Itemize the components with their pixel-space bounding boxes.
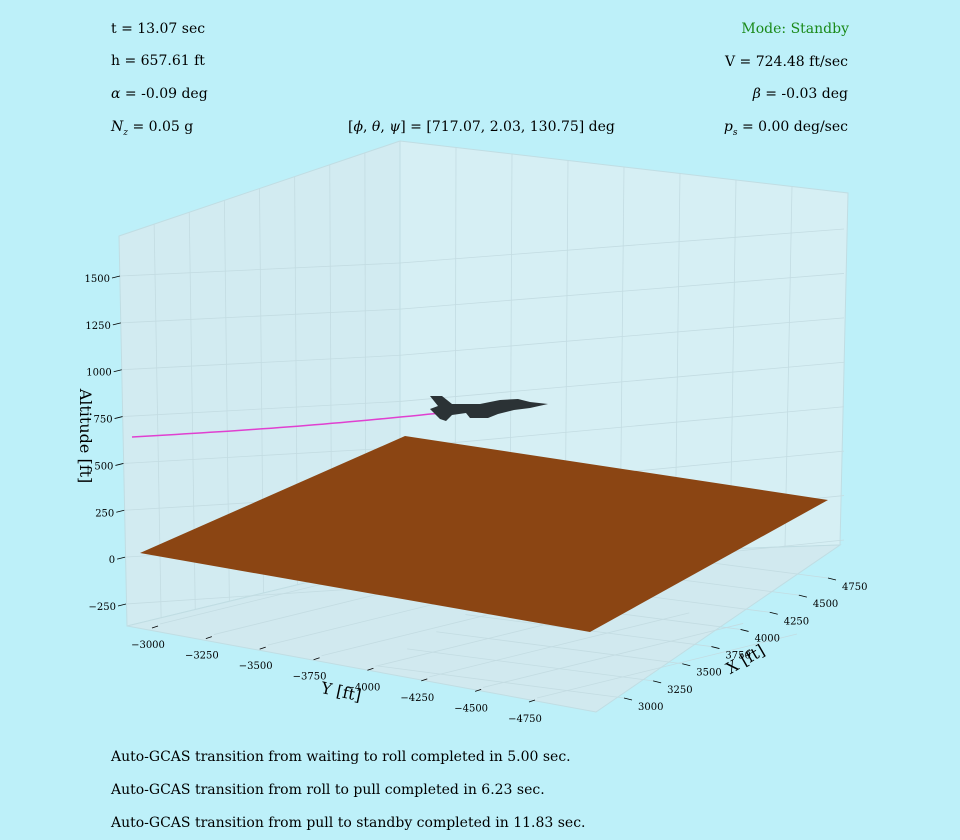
x-gridline (377, 665, 625, 699)
y-gridline (483, 623, 744, 688)
y-tick-mark (151, 625, 159, 629)
y-tick-label: −4500 (454, 703, 488, 714)
z-tick-label: −250 (89, 602, 116, 613)
x-gridline (436, 631, 683, 665)
x-tick-mark (798, 594, 807, 598)
y-tick-mark (313, 657, 320, 661)
nz-readout: Nz = 0.05 g (111, 119, 193, 138)
z-tick-mark (116, 509, 125, 513)
z-tick-mark (111, 275, 121, 279)
z-tick-label: 0 (109, 555, 115, 566)
x-tick-label: 3500 (696, 668, 721, 679)
z-gridline-right (399, 273, 845, 310)
alpha-readout: α = -0.09 deg (111, 86, 208, 102)
y-gridline (536, 633, 798, 699)
alpha-value: = -0.09 deg (124, 86, 208, 102)
y-gridline (429, 612, 690, 678)
beta-value: = -0.03 deg (765, 86, 848, 102)
mode-readout: Mode: Standby (741, 21, 849, 37)
z-tick-mark (115, 463, 124, 466)
y-tick-label: −3500 (239, 661, 273, 672)
y-tick-mark (367, 667, 374, 671)
y-tick-mark (421, 678, 428, 682)
x-tick-mark (711, 646, 720, 649)
y-tick-mark (528, 699, 536, 703)
x-tick-label: 4250 (784, 616, 809, 627)
y-tick-label: −3750 (293, 672, 327, 683)
nz-value: = 0.05 g (132, 119, 194, 135)
axis-ticks: −250 0 250 500 750 1000 1250 1500 −3000 −3250 −350… (85, 274, 868, 725)
x-gridline (407, 648, 654, 682)
ground-plane (140, 436, 828, 632)
y-tick-label: −4250 (400, 693, 434, 704)
x-tick-label: 4750 (842, 582, 867, 593)
z-gridline-right (399, 228, 845, 264)
x-tick-label: 3750 (725, 651, 750, 662)
x-tick-label: 4500 (813, 599, 838, 610)
aircraft-icon (430, 396, 548, 421)
ps-value: = 0.00 deg/sec (741, 119, 848, 135)
z-tick-label: 1000 (86, 368, 111, 379)
y-tick-mark (259, 646, 266, 650)
euler-value: = [717.07, 2.03, 130.75] deg (410, 119, 615, 135)
log-line-1: Auto-GCAS transition from waiting to rol… (111, 749, 571, 765)
ps-readout: ps = 0.00 deg/sec (724, 119, 848, 138)
x-tick-label: 3250 (667, 685, 692, 696)
beta-readout: β = -0.03 deg (753, 86, 848, 102)
x-tick-label: 4000 (755, 633, 780, 644)
right-pane-gridline (784, 186, 793, 547)
x-tick-mark (740, 629, 749, 632)
trajectory-line (131, 408, 481, 438)
x-tick-mark (827, 577, 837, 581)
z-tick-mark (117, 556, 126, 560)
log-line-2: Auto-GCAS transition from roll to pull c… (111, 782, 545, 798)
z-tick-label: 750 (93, 415, 112, 426)
altitude-readout: h = 657.61 ft (111, 53, 205, 69)
z-axis-label: Altitude [ft] (76, 388, 95, 484)
z-tick-mark (117, 603, 127, 607)
z-tick-mark (114, 416, 123, 419)
x-axis-label: X [ft] (723, 641, 768, 678)
z-tick-label: 500 (94, 461, 113, 472)
ps-symbol: ps (723, 119, 738, 138)
x-tick-mark (623, 697, 633, 701)
z-tick-label: 1500 (85, 274, 110, 285)
log-line-3: Auto-GCAS transition from pull to standb… (111, 815, 586, 831)
velocity-readout: V = 724.48 ft/sec (724, 54, 848, 70)
y-tick-mark (475, 689, 482, 692)
z-gridline (123, 447, 401, 464)
x-tick-label: 3000 (638, 702, 663, 713)
time-readout: t = 13.07 sec (111, 21, 206, 37)
y-tick-label: −4750 (508, 714, 542, 725)
y-tick-label: −4000 (347, 682, 381, 693)
x-tick-mark (682, 663, 691, 667)
y-tick-mark (205, 636, 212, 639)
euler-readout: [ϕ, θ, ψ] = [717.07, 2.03, 130.75] deg (348, 119, 615, 135)
z-tick-mark (112, 322, 121, 326)
z-gridline-right (399, 406, 845, 448)
z-tick-label: 1250 (85, 321, 110, 332)
y-tick-label: −3000 (131, 640, 165, 651)
alpha-symbol: α (111, 86, 121, 102)
beta-symbol: β (752, 86, 761, 102)
z-tick-label: 250 (95, 508, 114, 519)
z-tick-mark (113, 369, 122, 373)
x-tick-mark (653, 680, 662, 684)
nz-symbol: Nz (111, 119, 128, 138)
x-tick-mark (769, 611, 778, 615)
y-tick-label: −3250 (185, 651, 219, 662)
